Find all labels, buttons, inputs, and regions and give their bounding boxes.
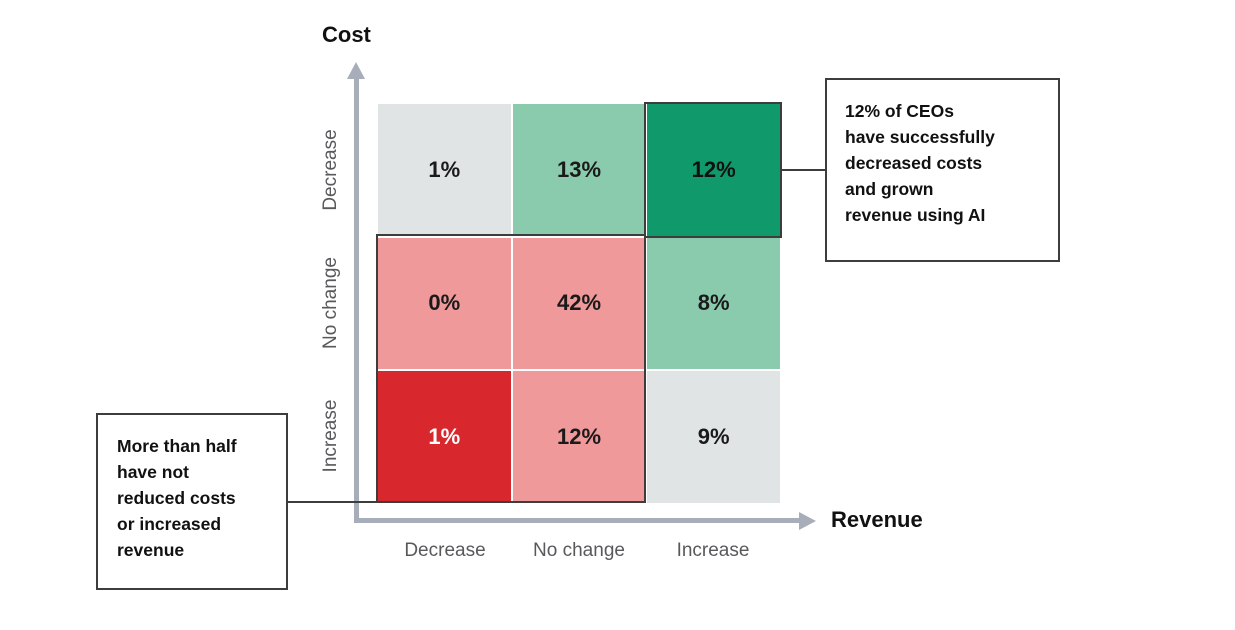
annotation-right-callout: 12% of CEOs have successfully decreased …	[825, 78, 1060, 262]
x-axis-arrowhead-icon	[799, 512, 816, 530]
matrix-cell-cost-nochange-rev-increase: 8%	[647, 237, 780, 370]
y-axis-line	[354, 78, 359, 523]
matrix-cell-cost-decrease-rev-increase: 12%	[647, 104, 780, 236]
x-tick-no-change: No change	[533, 540, 625, 561]
matrix-cell-cost-increase-rev-decrease: 1%	[378, 371, 511, 503]
y-tick-no-change: No change	[320, 257, 341, 349]
connector-line-left	[288, 501, 377, 503]
annotation-left-callout: More than half have not reduced costs or…	[96, 413, 288, 590]
x-tick-increase: Increase	[676, 540, 750, 561]
matrix-cell-cost-decrease-rev-decrease: 1%	[378, 104, 511, 236]
y-axis-title: Cost	[322, 22, 371, 47]
y-axis-arrowhead-icon	[347, 62, 365, 79]
matrix-cell-cost-increase-rev-nochange: 12%	[512, 371, 646, 503]
matrix-grid: 1% 13% 12% 0% 42% 8% 1% 12% 9%	[378, 104, 780, 503]
x-axis-line	[354, 518, 800, 523]
matrix-cell-cost-nochange-rev-decrease: 0%	[378, 237, 511, 370]
matrix-cell-cost-nochange-rev-nochange: 42%	[512, 237, 646, 370]
x-axis-title: Revenue	[831, 507, 923, 532]
matrix-cell-cost-increase-rev-increase: 9%	[647, 371, 780, 503]
matrix-cell-cost-decrease-rev-nochange: 13%	[512, 104, 646, 236]
x-tick-decrease: Decrease	[404, 540, 486, 561]
y-tick-decrease: Decrease	[320, 129, 341, 211]
connector-line-right	[780, 169, 825, 171]
y-tick-increase: Increase	[320, 399, 341, 473]
